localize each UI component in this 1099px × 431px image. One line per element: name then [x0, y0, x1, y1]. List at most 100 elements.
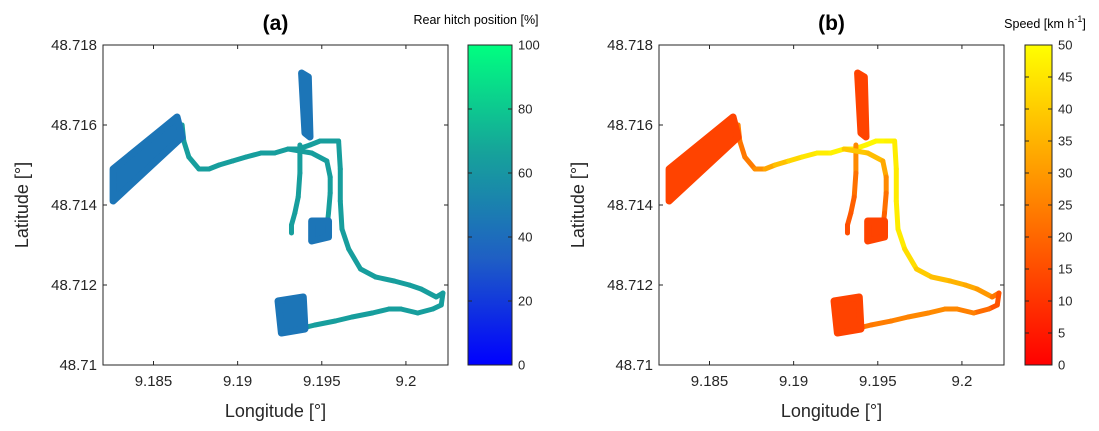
x-tick-label: 9.19	[223, 373, 252, 390]
track-segment	[349, 310, 375, 320]
x-tick-label: 9.2	[951, 373, 972, 390]
field-patch-6	[274, 293, 309, 337]
track-segment	[974, 286, 995, 300]
panel-b-plot-area	[665, 69, 1002, 337]
x-tick-label: 9.195	[303, 373, 341, 390]
panel-b-x-axis-label: Longitude [°]	[781, 401, 882, 421]
colorbar-tick-label: 40	[518, 230, 532, 245]
x-tick-label: 9.185	[135, 373, 173, 390]
panel-a: (a) 9.185 9.19 9.195 9.2 48.71 48.712 48.714 48…	[12, 12, 540, 421]
track-segment	[324, 158, 333, 180]
track-segment	[865, 150, 886, 164]
panel-b: (b) 9.185 9.19 9.195 9.2 48.71 48.712 48.714 48…	[568, 12, 1086, 421]
y-tick-label: 48.718	[607, 37, 653, 54]
panel-b-colorbar-label-end: ]	[1082, 17, 1085, 31]
track-segment	[841, 146, 871, 156]
track-segment	[868, 318, 894, 328]
y-tick-label: 48.714	[51, 197, 97, 214]
x-tick-label: 9.2	[395, 373, 416, 390]
colorbar-tick-label: 20	[518, 294, 532, 309]
track-segment	[925, 306, 948, 316]
field-patch-3	[665, 113, 742, 205]
track-segment	[181, 138, 192, 160]
y-tick-label: 48.718	[51, 37, 97, 54]
panel-a-ticks: 9.185 9.19 9.195 9.2 48.71 48.712 48.714 48.716…	[51, 37, 448, 390]
panel-b-colorbar: Speed [km h-1] 0 5 10 15 20 25 30 35 40 45 50	[1004, 14, 1086, 373]
track-segment	[337, 198, 345, 232]
track-segment	[326, 190, 333, 216]
panel-a-axes-box	[102, 44, 449, 366]
panel-a-x-axis-label: Longitude [°]	[225, 401, 326, 421]
colorbar-tick-label: 0	[518, 358, 525, 373]
track-segment	[848, 194, 857, 216]
colorbar-tick-label: 60	[518, 166, 532, 181]
track-segment	[346, 246, 363, 272]
track-segment	[186, 154, 202, 172]
track-segment	[851, 170, 859, 200]
track-segment	[312, 318, 338, 328]
track-segment	[929, 274, 953, 284]
field-patch-3	[109, 113, 186, 205]
track-segment	[418, 286, 439, 300]
colorbar-tick-label: 40	[1058, 102, 1072, 117]
colorbar-tick-label: 20	[1058, 230, 1072, 245]
y-tick-label: 48.712	[607, 277, 653, 294]
track-segment	[398, 306, 421, 316]
track-segment	[882, 190, 889, 216]
panel-b-colorbar-label: Speed [km h-1]	[1004, 14, 1086, 31]
track-segment	[373, 274, 397, 284]
track-segment	[895, 226, 908, 252]
y-tick-label: 48.714	[607, 197, 653, 214]
panel-a-plot-area	[109, 69, 446, 337]
track-segment	[971, 306, 992, 316]
panel-a-title: (a)	[263, 12, 289, 35]
panel-b-axes-box	[658, 44, 1005, 366]
field-patch-5	[864, 217, 889, 245]
track-segment	[309, 150, 330, 164]
track-segment	[332, 314, 355, 324]
track-segment	[893, 198, 901, 232]
panel-b-colorbar-gradient	[1024, 44, 1053, 366]
panel-b-ticks: 9.185 9.19 9.195 9.2 48.71 48.712 48.714 48.716…	[607, 37, 1004, 390]
y-tick-label: 48.71	[615, 357, 653, 374]
track-segment	[295, 170, 303, 200]
panel-b-colorbar-label-main: Speed [km h	[1004, 17, 1074, 31]
track-segment	[913, 266, 935, 280]
y-tick-label: 48.716	[51, 117, 97, 134]
panel-a-colorbar-ticks: 0 20 40 60 80 100	[468, 38, 540, 373]
track-segment	[391, 278, 412, 288]
track-segment	[902, 246, 919, 272]
track-segment	[954, 306, 977, 316]
colorbar-tick-label: 5	[1058, 326, 1065, 341]
track-segment	[415, 306, 436, 316]
track-segment	[292, 194, 301, 216]
track-segment	[285, 146, 315, 156]
track-segment	[888, 314, 911, 324]
panel-b-title: (b)	[818, 12, 845, 35]
y-tick-label: 48.71	[59, 357, 97, 374]
colorbar-tick-label: 100	[518, 38, 540, 53]
track-segment	[892, 138, 899, 172]
track-segment	[799, 150, 820, 160]
x-tick-label: 9.19	[779, 373, 808, 390]
track-segment	[880, 158, 889, 180]
colorbar-tick-label: 30	[1058, 166, 1072, 181]
colorbar-tick-label: 25	[1058, 198, 1072, 213]
colorbar-tick-label: 10	[1058, 294, 1072, 309]
panel-a-y-axis-label: Latitude [°]	[12, 162, 32, 248]
track-segment	[742, 154, 758, 172]
panel-b-colorbar-ticks: 0 5 10 15 20 25 30 35 40 45 50	[1025, 38, 1072, 373]
colorbar-tick-label: 45	[1058, 70, 1072, 85]
track-segment	[357, 266, 379, 280]
colorbar-tick-label: 0	[1058, 358, 1065, 373]
field-patch-4	[854, 69, 870, 141]
x-tick-label: 9.195	[859, 373, 897, 390]
x-tick-label: 9.185	[691, 373, 729, 390]
track-segment	[243, 150, 264, 160]
y-tick-label: 48.712	[51, 277, 97, 294]
panel-a-colorbar: Rear hitch position [%] 0 20 40 60 80 100	[413, 13, 539, 373]
field-patch-5	[308, 217, 333, 245]
panel-b-colorbar-label-sup: -1	[1074, 14, 1082, 24]
panel-b-y-axis-label: Latitude [°]	[568, 162, 588, 248]
